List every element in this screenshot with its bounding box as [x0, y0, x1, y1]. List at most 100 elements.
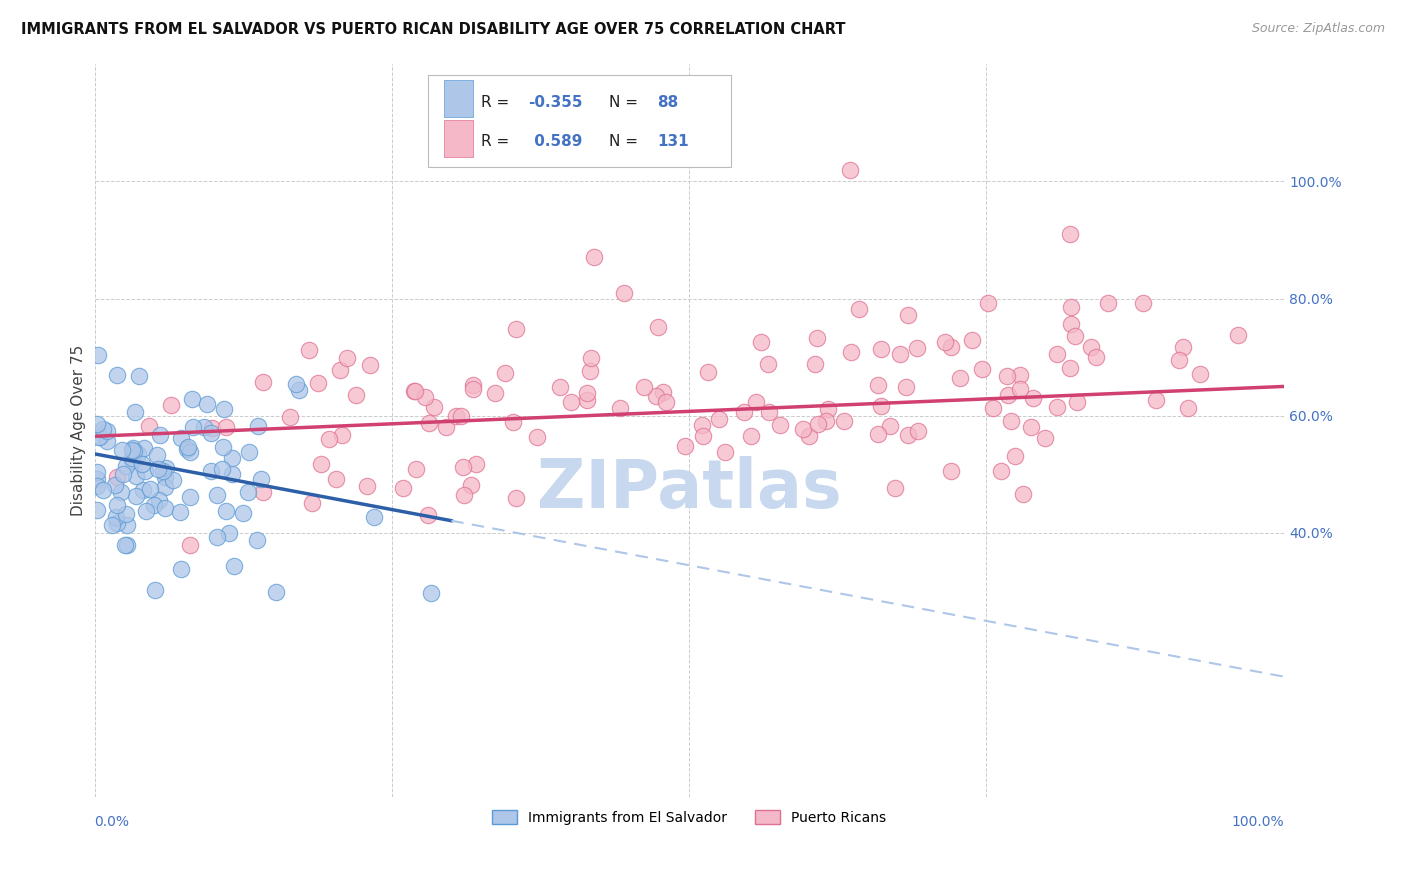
- Point: [105, 498, 128, 512]
- Point: [336, 351, 359, 365]
- Text: -0.355: -0.355: [529, 95, 583, 110]
- Point: [673, 439, 696, 453]
- Point: [1188, 367, 1211, 381]
- Point: [960, 333, 983, 347]
- Point: [1146, 392, 1168, 407]
- Point: [215, 504, 238, 518]
- Point: [879, 419, 901, 434]
- Point: [1171, 340, 1194, 354]
- Point: [870, 342, 893, 356]
- Point: [149, 428, 172, 442]
- FancyBboxPatch shape: [444, 80, 472, 117]
- Point: [633, 380, 655, 394]
- Point: [1045, 400, 1067, 414]
- Point: [1085, 350, 1108, 364]
- Text: R =: R =: [481, 95, 515, 110]
- Point: [111, 442, 134, 457]
- Point: [142, 498, 165, 512]
- Point: [114, 538, 136, 552]
- Point: [644, 389, 666, 403]
- Point: [1010, 382, 1032, 396]
- Point: [285, 377, 308, 392]
- Point: [897, 428, 920, 442]
- Point: [1132, 295, 1154, 310]
- Point: [252, 485, 274, 500]
- Text: 88: 88: [657, 95, 678, 110]
- Point: [115, 538, 138, 552]
- Point: [115, 508, 138, 522]
- Point: [1167, 352, 1189, 367]
- Point: [1177, 401, 1199, 416]
- Point: [325, 471, 347, 485]
- Point: [170, 562, 193, 576]
- Point: [238, 445, 260, 459]
- Point: [434, 420, 457, 434]
- Point: [997, 369, 1019, 384]
- Point: [117, 518, 139, 533]
- Point: [870, 400, 893, 414]
- Point: [815, 414, 838, 428]
- Point: [505, 322, 527, 336]
- Point: [86, 503, 108, 517]
- Point: [193, 420, 215, 434]
- Point: [105, 368, 128, 382]
- Point: [647, 319, 669, 334]
- Point: [713, 445, 735, 459]
- Point: [756, 358, 779, 372]
- Point: [356, 479, 378, 493]
- Point: [155, 480, 177, 494]
- Point: [176, 442, 198, 456]
- Text: N =: N =: [609, 135, 644, 150]
- Point: [391, 481, 413, 495]
- Point: [579, 351, 602, 366]
- Point: [1227, 327, 1250, 342]
- Point: [246, 533, 269, 547]
- Point: [609, 401, 631, 416]
- Text: 0.0%: 0.0%: [94, 815, 129, 829]
- Point: [155, 460, 177, 475]
- Point: [949, 370, 972, 384]
- FancyBboxPatch shape: [444, 120, 472, 157]
- Point: [792, 422, 814, 436]
- Text: Source: ZipAtlas.com: Source: ZipAtlas.com: [1251, 22, 1385, 36]
- Point: [121, 453, 143, 467]
- Point: [404, 384, 426, 398]
- Point: [344, 388, 367, 402]
- Point: [990, 464, 1012, 478]
- Point: [655, 395, 678, 409]
- Point: [124, 404, 146, 418]
- Point: [122, 441, 145, 455]
- Point: [363, 509, 385, 524]
- Point: [450, 409, 472, 423]
- Point: [146, 448, 169, 462]
- Text: 131: 131: [657, 135, 689, 150]
- Point: [1033, 431, 1056, 445]
- Point: [128, 368, 150, 383]
- Point: [214, 401, 236, 416]
- Point: [905, 341, 928, 355]
- Point: [576, 385, 599, 400]
- Point: [907, 424, 929, 438]
- Point: [132, 441, 155, 455]
- Point: [613, 285, 636, 300]
- Point: [806, 330, 828, 344]
- Point: [359, 358, 381, 372]
- Point: [733, 405, 755, 419]
- Point: [111, 467, 134, 481]
- Point: [484, 385, 506, 400]
- Point: [201, 421, 224, 435]
- Point: [1066, 395, 1088, 409]
- Point: [131, 457, 153, 471]
- Point: [200, 425, 222, 440]
- Point: [177, 441, 200, 455]
- Point: [416, 508, 439, 522]
- Point: [418, 417, 440, 431]
- Point: [460, 478, 482, 492]
- Point: [125, 469, 148, 483]
- Point: [1004, 449, 1026, 463]
- Point: [155, 469, 177, 483]
- Point: [758, 405, 780, 419]
- Point: [1019, 419, 1042, 434]
- FancyBboxPatch shape: [427, 75, 731, 167]
- Text: 100.0%: 100.0%: [1232, 815, 1284, 829]
